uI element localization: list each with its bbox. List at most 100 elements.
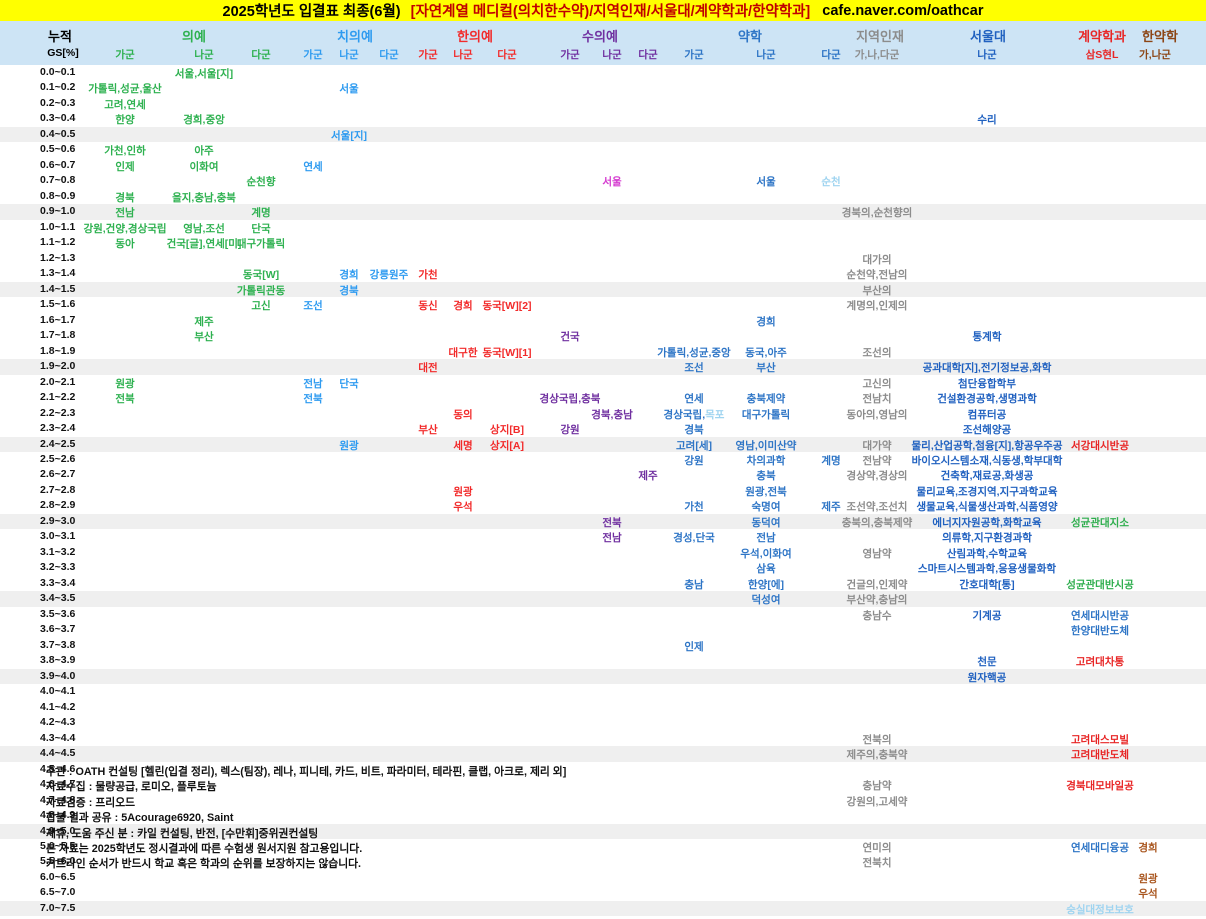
header-sub-dent-2: 다군 [379,49,399,61]
cell-contract: 고려대반도체 [1071,749,1129,762]
gs-row-1.9-2.0: 1.9~2.0 대전 조선 부산 공과대학[지],전기정보공,화학 [0,359,1206,375]
cell-dent_b: 원광 [339,439,359,452]
gs-row-1.7-1.8: 1.7~1.8 부산 건국 통계학 [0,328,1206,343]
cell-regional: 동아의,영남의 [846,408,908,421]
gs-row-3.2-3.3: 3.2~3.3 삼육 스마트시스템과학,응용생물화학 [0,560,1206,575]
footnote-text: 본 자료는 2025학년도 정시결과에 따른 수험생 원서지원 참고용입니다. [46,843,363,855]
cell-regional: 영남약 [862,547,892,560]
cell-kmed_b: 경희 [453,300,473,313]
gs-range-label: 4.8~4.9 [40,809,76,822]
gs-range-label: 6.0~6.5 [40,870,76,883]
cell-med_b: 이화여 [189,160,219,173]
cell-regional: 고신의 [862,377,892,390]
cell-kmed_b: 대구한 [448,346,478,359]
gs-row-4.6-4.7: 4.6~4.7 자료수집 : 물량공급, 로미오, 플루토늄 충남약 경북대모바일공 [0,777,1206,794]
page-title-scope: [자연계열 메디컬(의치한수약)/지역인재/서울대/계약학과/한약학과] [410,4,811,20]
header-group-contract: 계약학과 [1078,29,1126,44]
cell-regional: 부산의 [862,284,892,297]
cell-med_b: 부산 [194,331,214,344]
header-sub-kmed-2: 다군 [497,49,517,61]
header-group-dent: 치의예 [337,29,373,44]
gs-row-3.6-3.7: 3.6~3.7 한양대반도체 [0,622,1206,637]
gs-range-label: 0.6~0.7 [40,158,76,171]
header-group-vet: 수의예 [582,29,618,44]
cell-pharm_b: 영남,이미산약 [735,439,797,452]
cell-pharm_b: 한양[에] [748,578,784,591]
gs-row-1.0-1.1: 1.0~1.1 강원,건양,경상국립 영남,조선 단국 [0,220,1206,235]
gs-row-2.8-2.9: 2.8~2.9 우석 가천 숙명여 제주 조선약,조선치 생물교육,식물생산과학,식품영양 [0,498,1206,513]
cell-med_b: 영남,조선 [183,222,225,235]
cell-dent_a: 조선 [303,300,323,313]
gs-range-label: 4.1~4.2 [40,700,76,713]
cell-pharm_c: 제주 [821,501,841,514]
cell-snu: 에너지자원공학,화학교육 [932,516,1042,529]
cell-med_a: 원광 [115,377,135,390]
gs-range-label: 2.6~2.7 [40,468,76,481]
gs-range-label: 2.1~2.2 [40,391,76,404]
gs-range-label: 3.8~3.9 [40,654,76,667]
cell-pharm_b: 차의과학 [746,455,786,467]
cell-kmed_c: 동국[W][1] [482,346,532,359]
gs-range-label: 1.0~1.1 [40,220,76,233]
cell-med_c: 계명 [251,207,271,220]
gs-range-label: 4.3~4.4 [40,731,76,744]
cell-med_a: 인제 [115,160,135,173]
cell-contract: 경북대모바일공 [1066,780,1134,793]
gs-row-1.2-1.3: 1.2~1.3 대가의 [0,251,1206,266]
gs-row-2.9-3.0: 2.9~3.0 전북 동덕여 충북의,충북제약 에너지자원공학,화학교육 성균관대지소 [0,513,1206,530]
gs-row-1.6-1.7: 1.6~1.7 제주 경희 [0,313,1206,328]
gs-row-1.5-1.6: 1.5~1.6 고신 조선 동신 경희 동국[W][2] 계명의,인제의 [0,297,1206,312]
gs-range-label: 2.9~3.0 [40,514,76,527]
gs-range-label: 7.0~7.5 [40,901,76,914]
cell-dent_a: 전북 [303,393,323,406]
cell-med_b: 경희,중앙 [183,114,225,127]
header-sub-kpharm-0: 가,나군 [1139,49,1171,61]
cell-med_b: 건국[글],연세[미] [166,238,242,251]
gs-row-3.4-3.5: 3.4~3.5 덕성여 부산약,충남의 [0,591,1206,607]
header-group-kpharm: 한약학 [1142,29,1178,44]
cell-dent_a: 전남 [303,377,323,390]
cell-pharm_a: 강원 [684,455,704,467]
cell-segment: 목포 [705,408,725,421]
cell-kmed_b: 우석 [453,501,473,514]
gs-range-label: 2.2~2.3 [40,406,76,419]
gs-row-2.0-2.1: 2.0~2.1 원광 전남 단국 고신의 첨단융합학부 [0,375,1206,390]
gs-range-label: 4.7~4.8 [40,793,76,806]
cell-med_a: 고려,연세 [104,98,146,111]
gs-row-4.3-4.4: 4.3~4.4 전북의 고려대스모빌 [0,731,1206,746]
gs-row-0.7-0.8: 0.7~0.8 순천향 서울 서울 순천 [0,173,1206,188]
cell-snu: 공과대학[지],전기정보공,화학 [922,362,1052,375]
cell-med_c: 대구가톨릭 [236,238,286,251]
cell-regional: 전북치 [862,857,892,870]
header-sub-kmed-1: 나군 [453,49,473,61]
header-group-kmed: 한의예 [457,29,493,44]
header-sub-pharm-2: 다군 [821,49,841,61]
cell-dent_b: 경북 [339,284,359,297]
header-gs-percent: GS[%] [47,47,79,59]
footnote-text: 자료수집 : 물량공급, 로미오, 플루토늄 [46,781,217,794]
cell-kpharm: 경희 [1138,842,1158,854]
cell-dent_b: 단국 [339,377,359,390]
cell-pharm_b: 동국,아주 [745,346,787,359]
gs-row-4.1-4.2: 4.1~4.2 [0,700,1206,715]
gs-row-2.1-2.2: 2.1~2.2 전북 전북 경상국립,충북 연세 충북제약 전남치 건설환경공학,생명과학 [0,390,1206,405]
cell-contract: 연세대시반공 [1071,609,1129,622]
gs-range-label: 1.5~1.6 [40,298,76,311]
gs-row-2.4-2.5: 2.4~2.5 원광 세명 상지[A] 고려[세] 영남,이미산약 대가약 물리,산업공학,첨… [0,436,1206,452]
cell-snu: 조선해양공 [962,424,1012,437]
gs-range-label: 0.3~0.4 [40,112,76,125]
header-sub-vet-2: 다군 [638,49,658,61]
header-sub-snu-0: 나군 [977,49,997,61]
cell-snu: 첨단융합학부 [958,377,1016,390]
cell-pharm_c: 계명 [821,455,841,467]
gs-row-1.1-1.2: 1.1~1.2 동아 건국[글],연세[미] 대구가톨릭 [0,235,1206,250]
cell-contract: 숭실대정보보호 [1066,903,1134,916]
cell-pharm_c: 순천 [821,176,841,189]
cell-regional: 전남치 [862,393,892,406]
header-sub-kmed-0: 가군 [418,49,438,61]
gs-range-label: 1.2~1.3 [40,251,76,264]
gs-row-0.2-0.3: 0.2~0.3 고려,연세 [0,96,1206,111]
cell-pharm_b: 경희 [756,315,776,328]
header-sub-pharm-0: 가군 [684,49,704,61]
cell-med_a: 강원,건양,경상국립 [83,222,167,235]
